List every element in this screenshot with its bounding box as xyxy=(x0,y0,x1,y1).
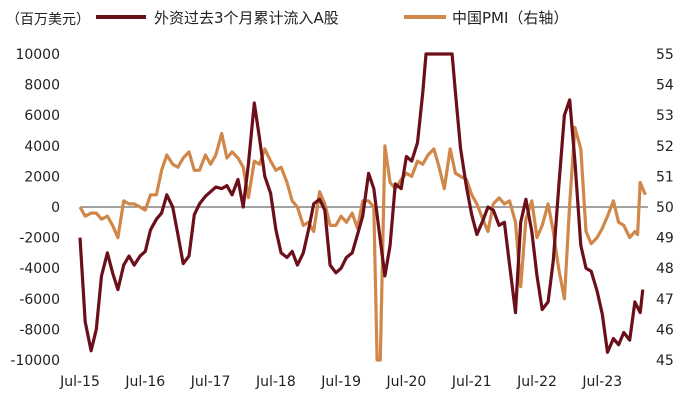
series-line-inflow xyxy=(78,52,645,354)
x-axis-ticks: Jul-15 Jul-16 Jul-17 Jul-18 Jul-19 Jul-20 Jul-… xyxy=(59,374,622,390)
right-tick-label: 48 xyxy=(656,261,674,277)
right-tick-label: 52 xyxy=(656,139,674,155)
left-tick-label: 0 xyxy=(51,200,60,216)
right-tick-label: 53 xyxy=(656,108,674,124)
x-tick-label: Jul-18 xyxy=(255,374,296,390)
x-tick-label: Jul-23 xyxy=(581,374,622,390)
right-tick-label: 47 xyxy=(656,292,674,308)
x-tick-label: Jul-16 xyxy=(124,374,165,390)
legend: 外资过去3个月累计流入A股 中国PMI（右轴） xyxy=(96,9,568,27)
left-axis-ticks: 10000 8000 6000 4000 2000 0 -2000 -4000 -6000 -80… xyxy=(10,47,60,369)
left-tick-label: 4000 xyxy=(24,139,60,155)
right-tick-label: 46 xyxy=(656,322,674,338)
x-tick-label: Jul-22 xyxy=(516,374,557,390)
x-tick-label: Jul-15 xyxy=(59,374,100,390)
right-tick-label: 49 xyxy=(656,231,674,247)
left-tick-label: -10000 xyxy=(10,353,60,369)
left-tick-label: 2000 xyxy=(24,169,60,185)
x-tick-label: Jul-21 xyxy=(451,374,492,390)
right-tick-label: 50 xyxy=(656,200,674,216)
x-tick-label: Jul-20 xyxy=(386,374,427,390)
left-axis-unit: （百万美元） xyxy=(6,12,90,28)
left-tick-label: 8000 xyxy=(24,78,60,94)
left-tick-label: 6000 xyxy=(24,108,60,124)
left-tick-label: 10000 xyxy=(15,47,60,63)
right-tick-label: 54 xyxy=(656,78,674,94)
right-tick-label: 55 xyxy=(656,47,674,63)
x-tick-label: Jul-19 xyxy=(320,374,361,390)
left-tick-label: -2000 xyxy=(19,231,60,247)
legend-label-pmi: 中国PMI（右轴） xyxy=(452,9,568,27)
right-tick-label: 51 xyxy=(656,169,674,185)
left-tick-label: -4000 xyxy=(19,261,60,277)
left-tick-label: -8000 xyxy=(19,322,60,338)
left-tick-label: -6000 xyxy=(19,292,60,308)
x-tick-label: Jul-17 xyxy=(190,374,231,390)
right-axis-ticks: 55 54 53 52 51 50 49 48 47 46 45 xyxy=(656,47,674,369)
right-tick-label: 45 xyxy=(656,353,674,369)
legend-label-inflow: 外资过去3个月累计流入A股 xyxy=(154,9,339,27)
